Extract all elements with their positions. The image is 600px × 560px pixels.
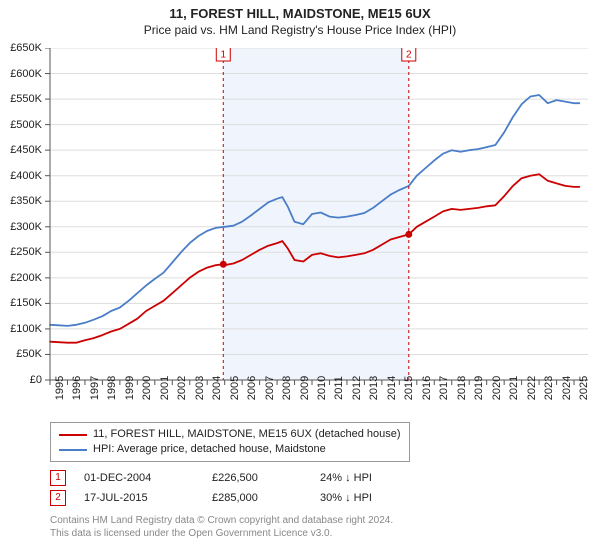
event-row: 2 17-JUL-2015 £285,000 30% ↓ HPI xyxy=(50,488,372,508)
event-delta: 30% ↓ HPI xyxy=(320,492,372,504)
x-axis-label: 2010 xyxy=(316,376,328,400)
x-axis-label: 2014 xyxy=(386,376,398,400)
x-axis-label: 2008 xyxy=(281,376,293,400)
x-axis-label: 2003 xyxy=(194,376,206,400)
legend-swatch xyxy=(59,449,87,451)
y-axis-label: £650K xyxy=(0,42,42,54)
y-axis-label: £500K xyxy=(0,119,42,131)
y-axis-label: £100K xyxy=(0,323,42,335)
x-axis-label: 2016 xyxy=(421,376,433,400)
x-axis-label: 2009 xyxy=(299,376,311,400)
event-price: £285,000 xyxy=(212,492,302,504)
x-axis-label: 2007 xyxy=(264,376,276,400)
chart-plot-area: 12 xyxy=(0,48,600,420)
x-axis-label: 2002 xyxy=(176,376,188,400)
x-axis-label: 1999 xyxy=(124,376,136,400)
event-delta: 24% ↓ HPI xyxy=(320,472,372,484)
event-marker: 1 xyxy=(50,470,66,486)
chart-title-address: 11, FOREST HILL, MAIDSTONE, ME15 6UX xyxy=(0,6,600,21)
x-axis-label: 1998 xyxy=(106,376,118,400)
x-axis-label: 2025 xyxy=(578,376,590,400)
x-axis-label: 2018 xyxy=(456,376,468,400)
x-axis-label: 1996 xyxy=(71,376,83,400)
x-axis-label: 1997 xyxy=(89,376,101,400)
chart-subtitle: Price paid vs. HM Land Registry's House … xyxy=(0,21,600,37)
x-axis-label: 2023 xyxy=(543,376,555,400)
y-axis-label: £50K xyxy=(0,348,42,360)
chart-legend: 11, FOREST HILL, MAIDSTONE, ME15 6UX (de… xyxy=(50,422,410,462)
y-axis-label: £350K xyxy=(0,195,42,207)
x-axis-label: 2000 xyxy=(141,376,153,400)
x-axis-label: 2011 xyxy=(333,376,345,400)
x-axis-label: 2022 xyxy=(526,376,538,400)
chart-titles: 11, FOREST HILL, MAIDSTONE, ME15 6UX Pri… xyxy=(0,0,600,37)
x-axis-label: 2005 xyxy=(229,376,241,400)
x-axis-label: 2004 xyxy=(211,376,223,400)
x-axis-label: 2017 xyxy=(438,376,450,400)
event-row: 1 01-DEC-2004 £226,500 24% ↓ HPI xyxy=(50,468,372,488)
svg-text:1: 1 xyxy=(220,50,226,61)
footer-attribution: Contains HM Land Registry data © Crown c… xyxy=(50,514,393,540)
y-axis-label: £600K xyxy=(0,68,42,80)
y-axis-label: £450K xyxy=(0,144,42,156)
legend-swatch xyxy=(59,434,87,436)
y-axis-label: £550K xyxy=(0,93,42,105)
event-price: £226,500 xyxy=(212,472,302,484)
x-axis-label: 2015 xyxy=(403,376,415,400)
event-marker: 2 xyxy=(50,490,66,506)
x-axis-label: 2006 xyxy=(246,376,258,400)
y-axis-label: £400K xyxy=(0,170,42,182)
x-axis-label: 1995 xyxy=(54,376,66,400)
event-date: 01-DEC-2004 xyxy=(84,472,194,484)
x-axis-label: 2001 xyxy=(159,376,171,400)
y-axis-label: £150K xyxy=(0,297,42,309)
x-axis-label: 2021 xyxy=(508,376,520,400)
footer-line-2: This data is licensed under the Open Gov… xyxy=(50,527,393,540)
x-axis-label: 2020 xyxy=(491,376,503,400)
y-axis-label: £300K xyxy=(0,221,42,233)
x-axis-label: 2019 xyxy=(473,376,485,400)
y-axis-label: £250K xyxy=(0,246,42,258)
y-axis-label: £0 xyxy=(0,374,42,386)
x-axis-label: 2012 xyxy=(351,376,363,400)
x-axis-label: 2024 xyxy=(561,376,573,400)
x-axis-label: 2013 xyxy=(368,376,380,400)
event-table: 1 01-DEC-2004 £226,500 24% ↓ HPI 2 17-JUL-201… xyxy=(50,468,372,508)
y-axis-label: £200K xyxy=(0,272,42,284)
footer-line-1: Contains HM Land Registry data © Crown c… xyxy=(50,514,393,527)
legend-label: 11, FOREST HILL, MAIDSTONE, ME15 6UX (de… xyxy=(93,427,401,442)
svg-text:2: 2 xyxy=(406,50,412,61)
legend-item: HPI: Average price, detached house, Maid… xyxy=(59,442,401,457)
legend-item: 11, FOREST HILL, MAIDSTONE, ME15 6UX (de… xyxy=(59,427,401,442)
legend-label: HPI: Average price, detached house, Maid… xyxy=(93,442,326,457)
event-date: 17-JUL-2015 xyxy=(84,492,194,504)
